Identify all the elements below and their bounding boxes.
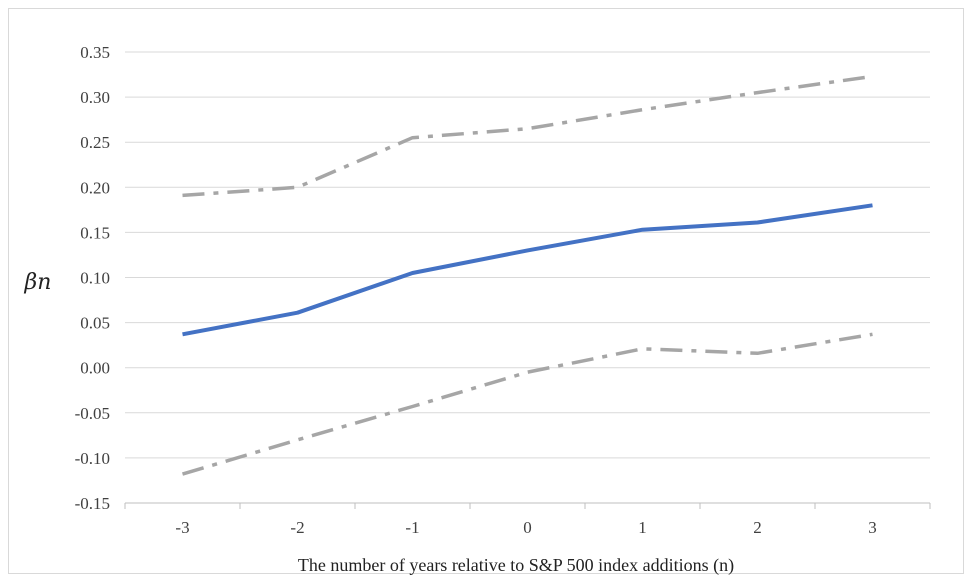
series-lines [182,74,873,476]
x-tick-label: -1 [405,518,419,537]
x-axis-ticks: -3 -2 -1 0 1 2 3 [124,503,931,537]
y-axis-label: βn [24,270,52,295]
y-axis-ticks: 0.35 0.30 0.25 0.20 0.15 0.10 0.05 0.00 -0.05 -0.… [75,43,110,513]
y-tick-label: 0.35 [80,43,110,62]
y-tick-label: 0.05 [80,314,110,333]
y-tick-label: -0.05 [75,404,110,423]
y-tick-label: 0.20 [80,178,110,197]
chart-frame [8,8,964,574]
y-tick-label: 0.15 [80,223,110,242]
series-line-estimate [182,203,873,337]
y-tick-label: 0.30 [80,88,110,107]
x-tick-label: -2 [290,518,304,537]
x-tick-label: 2 [753,518,762,537]
y-tick-label: 0.10 [80,269,110,288]
series-line-upper [182,74,873,198]
x-tick-label: 0 [523,518,532,537]
y-tick-label: 0.00 [80,359,110,378]
gridlines [125,51,930,504]
x-tick-label: -3 [175,518,189,537]
y-tick-label: 0.25 [80,133,110,152]
x-tick-label: 3 [868,518,877,537]
x-axis-label: The number of years relative to S&P 500 … [298,555,734,576]
series-line-lower [182,332,873,476]
x-tick-label: 1 [638,518,647,537]
y-tick-label: -0.10 [75,449,110,468]
y-tick-label: -0.15 [75,494,110,513]
